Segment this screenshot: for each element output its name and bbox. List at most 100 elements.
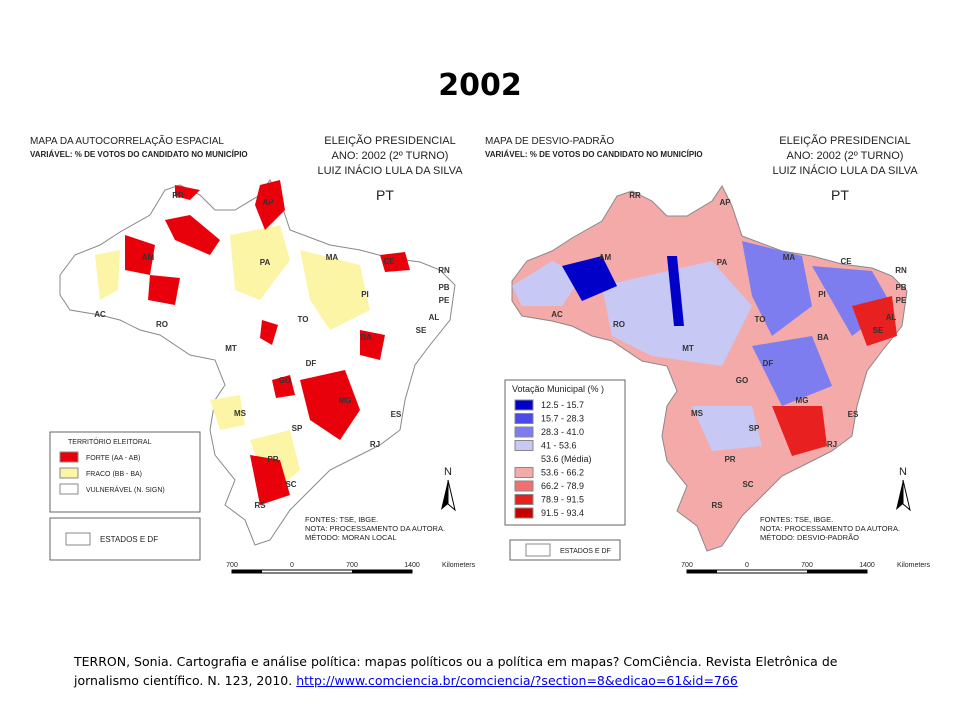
- state-label: AM: [142, 253, 155, 262]
- source-note: FONTES: TSE, IBGE.: [760, 515, 833, 524]
- state-label: RO: [156, 320, 168, 329]
- legend-label: 28.3 - 41.0: [541, 427, 584, 437]
- state-label: GO: [279, 376, 291, 385]
- source-note: MÉTODO: MORAN LOCAL: [305, 533, 397, 542]
- state-label: RS: [711, 501, 723, 510]
- legend-swatch: [59, 451, 79, 463]
- states-swatch: [65, 532, 91, 546]
- state-label: SC: [285, 480, 296, 489]
- legend-label: 78.9 - 91.5: [541, 495, 584, 505]
- state-label: SP: [749, 424, 760, 433]
- state-label: AP: [262, 198, 274, 207]
- state-label: MA: [326, 253, 339, 262]
- legend-label: FORTE (AA - AB): [86, 455, 140, 462]
- north-label: N: [899, 466, 907, 478]
- state-label: MT: [225, 344, 237, 353]
- legend-swatch: [514, 413, 534, 424]
- state-label: AM: [599, 253, 612, 262]
- north-arrow: [902, 479, 911, 512]
- legend-swatch: [514, 399, 534, 411]
- scale-label: 0: [290, 562, 294, 569]
- state-label: TO: [755, 315, 766, 324]
- state-label: RJ: [370, 440, 380, 449]
- state-label: PB: [895, 283, 906, 292]
- state-label: PA: [717, 258, 728, 267]
- state-label: RO: [613, 320, 625, 329]
- legend-label: 91.5 - 93.4: [541, 508, 584, 518]
- election-info: ANO: 2002 (2º TURNO): [787, 150, 904, 162]
- legend-swatch: [514, 426, 534, 438]
- state-label: SE: [416, 326, 427, 335]
- scale-label: 0: [745, 562, 749, 569]
- state-label: PB: [438, 283, 449, 292]
- high-areas: [772, 296, 897, 456]
- state-label: AC: [94, 310, 106, 319]
- map-variable: VARIÁVEL: % DE VOTOS DO CANDIDATO NO MUN…: [485, 150, 703, 159]
- legend-swatch: [514, 440, 534, 451]
- scale-label: 700: [226, 562, 238, 569]
- state-label: MS: [691, 409, 704, 418]
- source-note: NOTA: PROCESSAMENTO DA AUTORA.: [760, 524, 900, 533]
- state-label: CE: [840, 257, 852, 266]
- state-label: MA: [783, 253, 796, 262]
- legend-label: VULNERÁVEL (N. SIGN): [86, 485, 165, 494]
- legend-swatch: [514, 480, 534, 492]
- scale-bar: [687, 570, 717, 573]
- north-arrow: [447, 479, 456, 512]
- scale-label: 1400: [404, 562, 420, 569]
- scale-label: Kilometers: [897, 562, 931, 569]
- north-arrow: [896, 480, 903, 510]
- legend-label: 66.2 - 78.9: [541, 481, 584, 491]
- state-label: DF: [763, 359, 774, 368]
- state-label: ES: [391, 410, 402, 419]
- states-label: ESTADOS E DF: [100, 535, 158, 544]
- map-heading: MAPA DE DESVIO-PADRÃO: [485, 134, 614, 147]
- state-label: RR: [629, 191, 641, 200]
- state-label: PA: [260, 258, 271, 267]
- state-label: PR: [724, 455, 735, 464]
- state-label: GO: [736, 376, 748, 385]
- legend-swatch: [59, 483, 79, 495]
- scale-bar: [807, 570, 867, 573]
- states-swatch: [525, 543, 551, 557]
- state-label: RS: [254, 501, 266, 510]
- state-label: MG: [796, 396, 809, 405]
- legend-swatch: [514, 467, 534, 478]
- citation: TERRON, Sonia. Cartografia e análise pol…: [74, 652, 874, 690]
- party: PT: [376, 187, 394, 203]
- state-label: RN: [438, 266, 450, 275]
- state-label: SE: [873, 326, 884, 335]
- source-note: NOTA: PROCESSAMENTO DA AUTORA.: [305, 524, 445, 533]
- strong-areas: [125, 180, 410, 505]
- scale-label: 700: [801, 562, 813, 569]
- scale-label: Kilometers: [442, 562, 476, 569]
- state-label: ES: [848, 410, 859, 419]
- citation-text: TERRON, Sonia. Cartografia e análise pol…: [74, 654, 838, 688]
- state-label: BA: [360, 333, 372, 342]
- left-map: [59, 179, 456, 546]
- legend-label: 41 - 53.6: [541, 441, 577, 451]
- citation-link[interactable]: http://www.comciencia.br/comciencia/?sec…: [296, 673, 738, 688]
- state-label: RR: [172, 191, 184, 200]
- state-label: MS: [234, 409, 247, 418]
- state-label: TO: [298, 315, 309, 324]
- state-label: RJ: [827, 440, 837, 449]
- maps: MAPA DA AUTOCORRELAÇÃO ESPACIAL VARIÁVEL:…: [30, 134, 931, 574]
- map-variable: VARIÁVEL: % DE VOTOS DO CANDIDATO NO MUN…: [30, 150, 248, 159]
- state-label: AP: [719, 198, 731, 207]
- election-info: LUIZ INÁCIO LULA DA SILVA: [772, 164, 918, 177]
- party: PT: [831, 187, 849, 203]
- state-label: DF: [306, 359, 317, 368]
- state-label: SP: [292, 424, 303, 433]
- weak-areas: [95, 225, 370, 495]
- state-label: PE: [439, 296, 450, 305]
- scale-label: 700: [681, 562, 693, 569]
- legend-swatch: [514, 507, 534, 519]
- state-label: AC: [551, 310, 563, 319]
- legend-label: 53.6 - 66.2: [541, 468, 584, 478]
- legend-label: 15.7 - 28.3: [541, 414, 584, 424]
- state-label: AL: [886, 313, 897, 322]
- north-label: N: [444, 466, 452, 478]
- legend-label: 12.5 - 15.7: [541, 400, 584, 410]
